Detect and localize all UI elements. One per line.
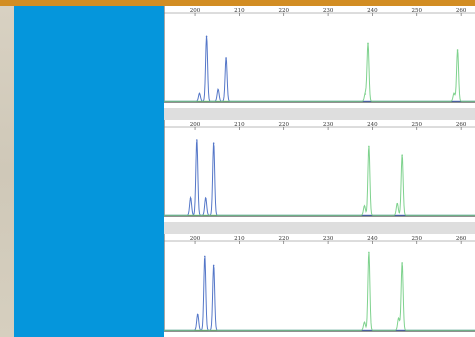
peak-point-green [368,145,370,148]
peak-point-blue [204,255,206,258]
peak-point-blue [217,89,219,91]
x-tick-label: 230 [323,8,334,14]
x-tick-label: 220 [278,236,289,242]
x-tick-label: 220 [278,8,289,14]
x-tick-label: 200 [190,8,201,14]
peak-point-green [401,154,403,156]
peak-point-blue [205,35,208,38]
trace-line-blue [164,35,475,102]
x-tick-label: 200 [190,236,201,242]
trace-panel-3: 200 210 220 230 240 250 260 [164,234,475,337]
x-tick-label: 240 [367,236,378,242]
x-tick-label: 260 [456,8,467,14]
peak-point-blue [196,139,198,141]
panel-separator [164,222,475,234]
x-tick-label: 260 [456,122,467,128]
x-tick-label: 240 [367,8,378,14]
peak-point-blue [212,142,215,144]
blue-side-panel [14,6,164,337]
left-gutter [0,6,14,337]
peak-point-green [453,93,455,95]
x-tick-label: 240 [367,122,378,128]
panel-separator [164,108,475,120]
peak-point-blue [212,264,215,267]
x-tick-label: 260 [456,236,467,242]
top-accent-bar [0,0,475,6]
peak-point-blue [225,57,227,59]
x-tick-label: 250 [412,236,423,242]
x-tick-label: 230 [323,236,334,242]
x-tick-label: 210 [234,122,245,128]
trace-line-green [164,42,475,102]
trace-panel-2: 200 210 220 230 240 250 260 [164,120,475,222]
trace-panel-1: 200 210 220 230 240 250 260 [164,6,475,108]
peak-point-green [397,318,400,320]
trace-line-blue [164,140,475,216]
x-tick-label: 200 [190,122,201,128]
peak-point-green [363,322,366,324]
peak-point-green [456,49,459,51]
x-tick-label: 210 [234,8,245,14]
peak-point-green [396,203,399,205]
x-tick-label: 250 [412,122,423,128]
peak-point-green [367,42,369,45]
x-tick-label: 230 [323,122,334,128]
peak-point-blue [196,314,199,316]
electropherogram-area: 200 210 220 230 240 250 260 200 210 220 230 240 250… [164,6,475,337]
x-tick-label: 220 [278,122,289,128]
trace-line-blue [164,257,475,331]
peak-point-green [363,205,366,208]
x-tick-label: 250 [412,8,423,14]
trace-line-green [164,146,475,216]
x-tick-label: 210 [234,236,245,242]
peak-point-blue [189,197,192,200]
peak-point-green [401,262,403,264]
peak-point-blue [198,93,201,95]
peak-point-blue [204,197,207,200]
trace-line-green [164,252,475,331]
peak-point-green [368,251,370,254]
peak-point-green [364,93,367,95]
